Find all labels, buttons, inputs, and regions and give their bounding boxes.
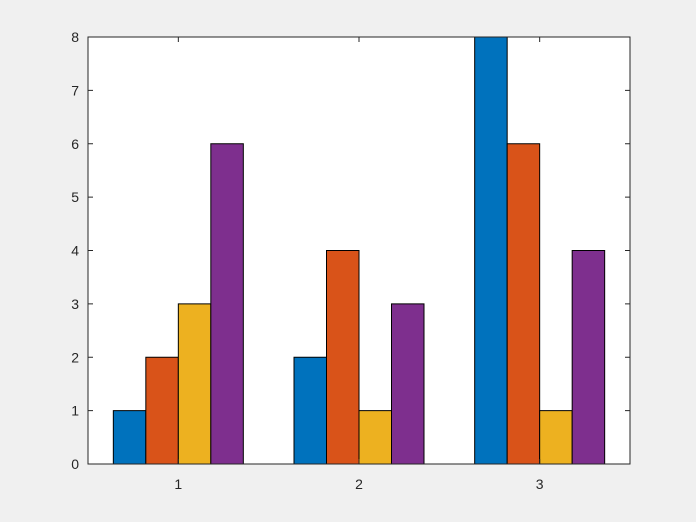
x-tick-label: 2 (355, 476, 363, 492)
y-tick-label: 8 (71, 29, 79, 45)
x-tick-label: 3 (536, 476, 544, 492)
bars-group (112, 36, 606, 465)
bar-series1-cat1 (112, 410, 147, 465)
y-tick-label: 4 (71, 243, 79, 259)
y-tick-label: 1 (71, 403, 79, 419)
x-tick-labels: 1 2 3 (174, 476, 543, 492)
x-tick-label: 1 (174, 476, 182, 492)
y-tick-label: 7 (71, 82, 79, 98)
bar-series2-cat2 (326, 250, 360, 465)
bar-series3-cat2 (358, 410, 392, 465)
bar-series2-cat3 (506, 143, 541, 465)
bar-series4-cat2 (391, 303, 425, 465)
bar-series4-cat1 (210, 143, 244, 465)
bar-series3-cat1 (177, 303, 212, 465)
y-tick-label: 3 (71, 296, 79, 312)
y-tick-labels: 0 1 2 3 4 5 6 7 8 (71, 29, 79, 472)
y-tick-label: 0 (71, 456, 79, 472)
axes-box (87, 36, 631, 465)
y-tick-label: 6 (71, 136, 79, 152)
bar-series1-cat3 (474, 36, 508, 465)
bar-series3-cat3 (539, 410, 573, 465)
y-tick-label: 5 (71, 189, 79, 205)
bar-series1-cat2 (293, 356, 327, 465)
bar-series4-cat3 (571, 250, 606, 465)
bar-series2-cat1 (145, 356, 179, 465)
y-tick-label: 2 (71, 349, 79, 365)
